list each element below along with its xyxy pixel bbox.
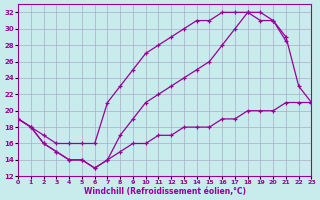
X-axis label: Windchill (Refroidissement éolien,°C): Windchill (Refroidissement éolien,°C) xyxy=(84,187,246,196)
